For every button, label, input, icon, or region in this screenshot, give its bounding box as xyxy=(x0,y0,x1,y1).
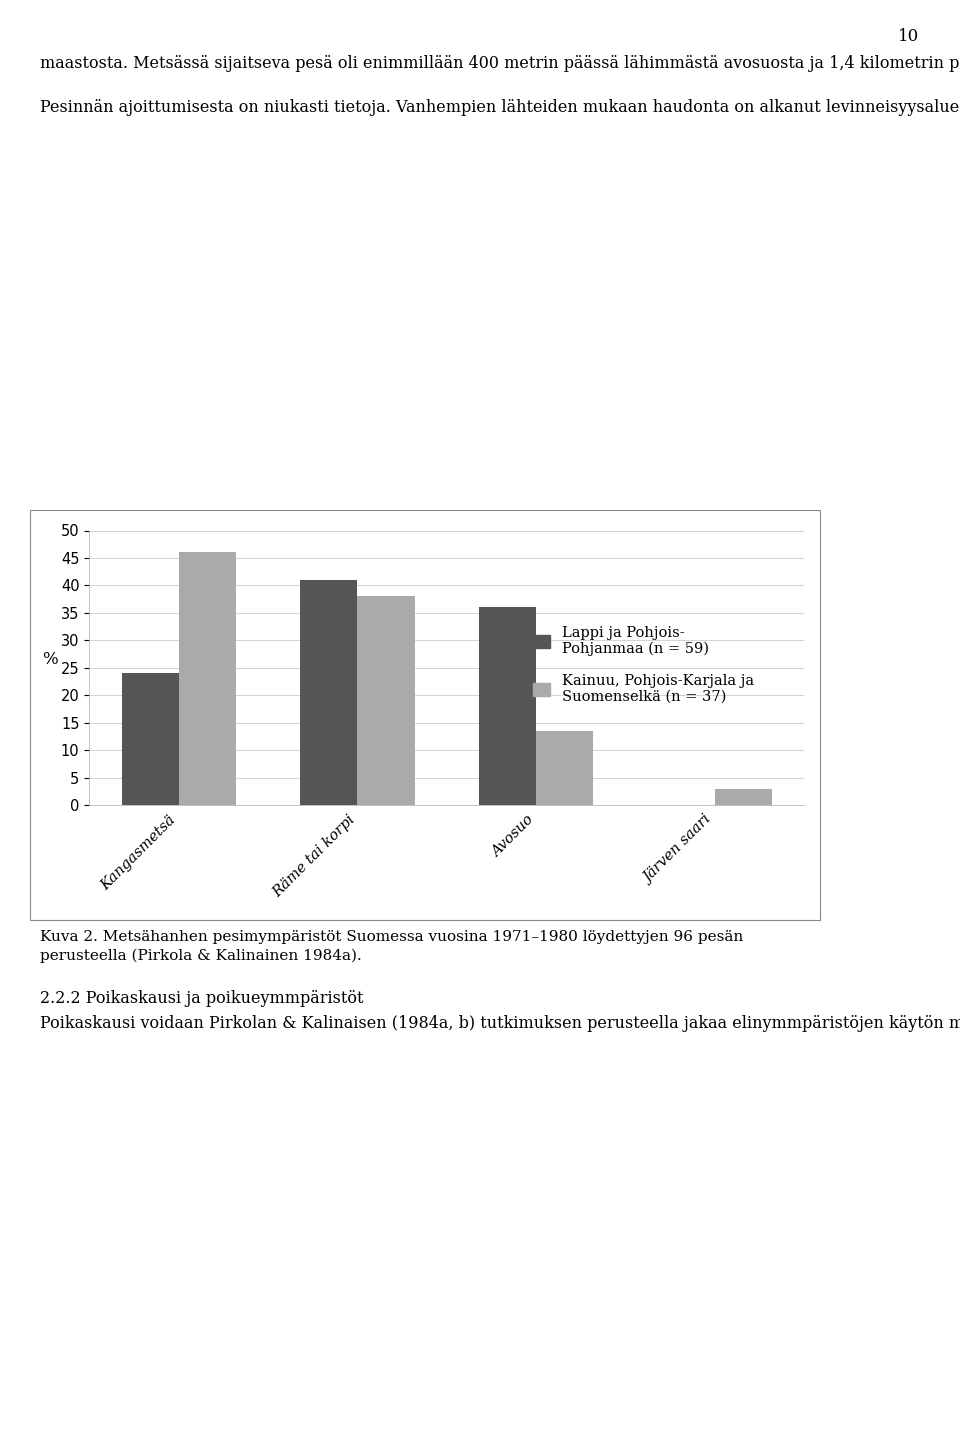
Bar xyxy=(179,553,236,806)
Text: 10: 10 xyxy=(899,27,920,45)
Bar xyxy=(122,673,179,806)
Bar xyxy=(479,608,536,806)
Text: Kuva 2. Metsähanhen pesimympäristöt Suomessa vuosina 1971–1980 löydettyjen 96 pe: Kuva 2. Metsähanhen pesimympäristöt Suom… xyxy=(40,930,744,963)
Bar xyxy=(300,580,357,806)
Bar xyxy=(357,596,415,806)
Text: 2.2.2 Poikaskausi ja poikueymmpäristöt: 2.2.2 Poikaskausi ja poikueymmpäristöt xyxy=(40,991,364,1006)
Text: Poikaskausi voidaan Pirkolan & Kalinaisen (1984a, b) tutkimuksen perusteella jak: Poikaskausi voidaan Pirkolan & Kalinaise… xyxy=(40,1015,960,1032)
Bar xyxy=(714,788,772,806)
Bar xyxy=(536,731,593,806)
Text: maastosta. Metsässä sijaitseva pesä oli enimmillään 400 metrin päässä lähimmästä: maastosta. Metsässä sijaitseva pesä oli … xyxy=(40,55,960,117)
Legend: Lappi ja Pohjois-
Pohjanmaa (n = 59), Kainuu, Pohjois-Karjala ja
Suomenselkä (n : Lappi ja Pohjois- Pohjanmaa (n = 59), Ka… xyxy=(527,619,760,710)
Y-axis label: %: % xyxy=(42,651,58,667)
